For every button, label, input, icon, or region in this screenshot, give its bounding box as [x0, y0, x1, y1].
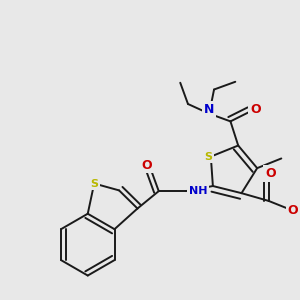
Text: O: O	[142, 159, 152, 172]
Text: S: S	[204, 152, 212, 162]
Text: N: N	[204, 103, 214, 116]
Text: O: O	[250, 103, 261, 116]
Text: S: S	[90, 178, 98, 188]
Text: O: O	[265, 167, 276, 180]
Text: O: O	[287, 204, 298, 217]
Text: NH: NH	[189, 186, 207, 196]
